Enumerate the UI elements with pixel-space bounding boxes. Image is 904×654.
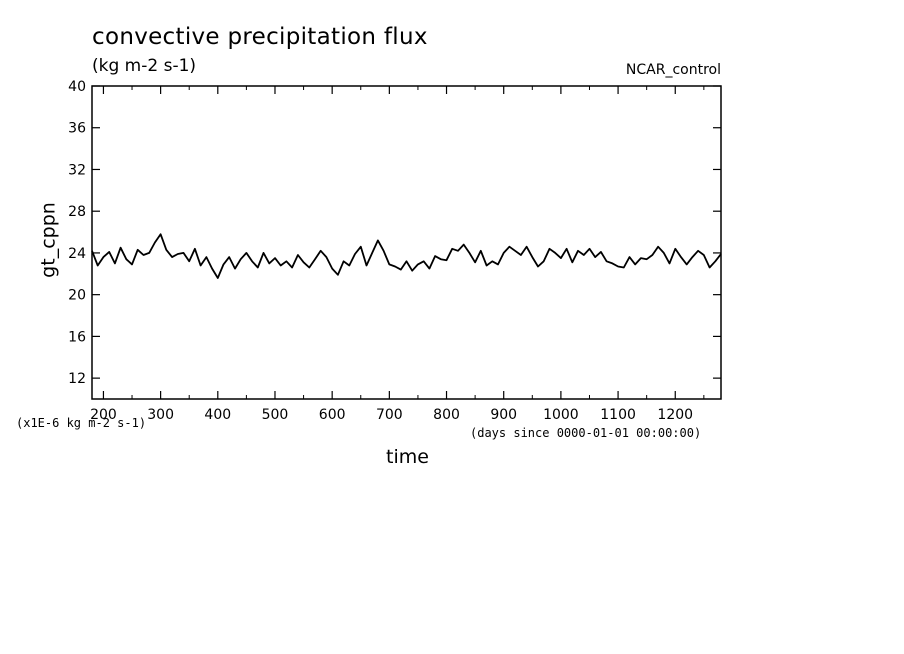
x-tick-label: 200 (90, 407, 117, 423)
axis-tick-labels: 200 300 400 500 600 700 800 900 1000 1100 1200 12 16… (68, 79, 693, 423)
x-tick-label: 1100 (600, 407, 636, 423)
y-tick-label: 40 (68, 79, 86, 95)
y-tick-label: 36 (68, 121, 86, 137)
y-tick-label: 24 (68, 246, 86, 262)
plot-frame (91, 85, 722, 400)
y-tick-label: 12 (68, 371, 86, 387)
x-tick-label: 1200 (657, 407, 693, 423)
x-tick-label: 900 (490, 407, 517, 423)
chart-subtitle-units: (kg m-2 s-1) (92, 56, 197, 76)
y-scale-note: (x1E-6 kg m-2 s-1) (16, 416, 147, 430)
run-label: NCAR_control (625, 62, 721, 78)
y-tick-label: 20 (68, 288, 86, 304)
x-tick-label: 300 (147, 407, 174, 423)
chart-title: convective precipitation flux (92, 24, 428, 50)
x-axis-label: time (386, 446, 429, 468)
x-tick-label: 1000 (543, 407, 579, 423)
x-tick-label: 700 (376, 407, 403, 423)
x-tick-label: 400 (204, 407, 231, 423)
series-lines (91, 233, 722, 279)
series-line (91, 233, 722, 279)
x-units-note: (days since 0000-01-01 00:00:00) (470, 426, 702, 440)
y-tick-label: 16 (68, 329, 86, 345)
x-tick-label: 800 (433, 407, 460, 423)
y-tick-label: 32 (68, 162, 86, 178)
axis-ticks (92, 85, 721, 399)
x-tick-label: 600 (319, 407, 346, 423)
y-tick-label: 28 (68, 204, 86, 220)
x-tick-label: 500 (262, 407, 289, 423)
